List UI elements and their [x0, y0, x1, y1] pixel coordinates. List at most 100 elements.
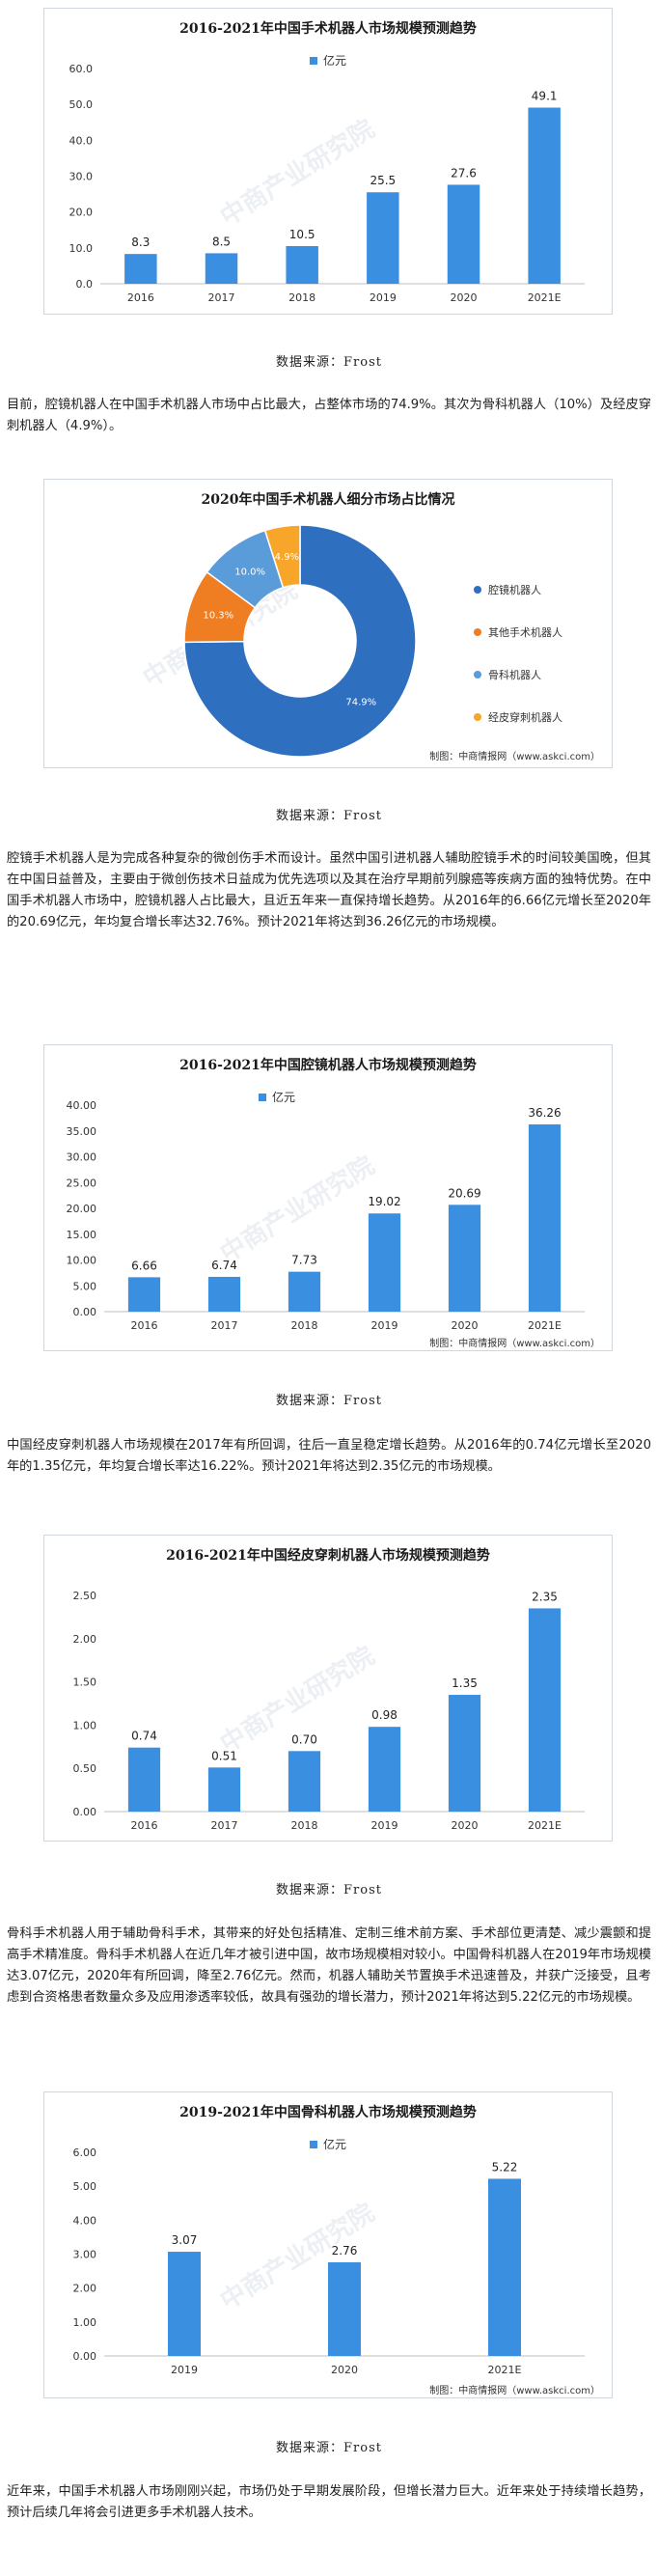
bar	[448, 1205, 481, 1312]
pie-slice	[183, 524, 417, 758]
y-tick-label: 4.00	[73, 2214, 97, 2227]
bar	[528, 1124, 562, 1312]
bar	[528, 1608, 562, 1812]
y-tick-label: 60.0	[69, 63, 94, 75]
x-tick-label: 2021E	[488, 2364, 522, 2376]
chart-credit: 制图：中商情报网（www.askci.com）	[429, 752, 600, 762]
legend-item: 其他手术机器人	[474, 611, 562, 653]
x-tick-label: 2020	[452, 1819, 479, 1832]
y-tick-label: 10.0	[69, 242, 94, 255]
bar-value-label: 1.35	[452, 1676, 478, 1690]
legend-item: 腔镜机器人	[474, 568, 562, 611]
bar-value-label: 0.70	[291, 1732, 317, 1746]
chart-figure-percutaneous: 2016-2021年中国经皮穿刺机器人市场规模预测趋势 中商产业研究院 0.00…	[43, 1535, 613, 1842]
legend-label: 腔镜机器人	[488, 584, 541, 596]
bar	[288, 1271, 321, 1312]
y-tick-label: 35.00	[67, 1125, 97, 1138]
legend-label: 其他手术机器人	[488, 626, 562, 639]
y-tick-label: 1.00	[73, 1719, 97, 1731]
legend-item: 经皮穿刺机器人	[474, 696, 562, 738]
bar-chart: 0.00 0.50 1.00 1.50 2.00 2.50 0.74 2016 0.51 2017…	[73, 1590, 585, 1832]
x-tick-label: 2018	[291, 1819, 318, 1832]
bar	[168, 2252, 201, 2356]
chart-title: 2019-2021年中国骨科机器人市场规模预测趋势	[179, 2105, 477, 2120]
y-tick-label: 40.0	[69, 134, 94, 147]
bar	[488, 2178, 521, 2356]
bar	[528, 107, 561, 285]
y-tick-label: 10.00	[67, 1255, 97, 1267]
bar-value-label: 2.76	[332, 2244, 358, 2257]
x-tick-label: 2016	[127, 291, 154, 304]
source-caption: 数据来源：Frost	[276, 1394, 382, 1408]
bar	[447, 184, 480, 284]
x-tick-label: 2021E	[528, 1819, 562, 1832]
bar-chart: 0.00 5.00 10.00 15.00 20.00 25.00 30.00 35.00 40…	[67, 1099, 585, 1332]
bar-chart: 0.0 10.0 20.0 30.0 40.0 50.0 60.0 8.3 2016 8.5 201…	[69, 63, 585, 304]
donut-chart: 74.9% 10.3% 10.0% 4.9%	[183, 524, 417, 758]
y-tick-label: 0.00	[73, 2350, 97, 2363]
x-tick-label: 2016	[131, 1819, 158, 1832]
chart-figure-total: 2016-2021年中国手术机器人市场规模预测趋势 亿元 中商产业研究院 0.0…	[43, 8, 613, 315]
bar-value-label: 0.51	[211, 1749, 237, 1762]
bar	[127, 1747, 161, 1812]
y-tick-label: 1.50	[73, 1676, 97, 1689]
chart-figure-share: 2020年中国手术机器人细分市场占比情况 中商产业研究院 74.9%10.3%1…	[43, 479, 613, 768]
bar-value-label: 25.5	[370, 174, 396, 187]
legend-swatch	[259, 1093, 266, 1101]
legend-item: 骨科机器人	[474, 653, 562, 696]
chart-legend: 亿元	[310, 52, 346, 69]
y-tick-label: 5.00	[73, 1280, 97, 1292]
bar	[207, 1767, 241, 1812]
legend-swatch	[310, 56, 317, 65]
x-tick-label: 2019	[371, 1819, 398, 1832]
slice-value-label: 74.9%	[345, 698, 376, 708]
bar-value-label: 27.6	[451, 166, 477, 180]
legend-label: 经皮穿刺机器人	[488, 711, 562, 724]
bar	[367, 192, 399, 284]
y-tick-label: 0.0	[76, 278, 94, 291]
chart-figure-laparoscopic: 2016-2021年中国腔镜机器人市场规模预测趋势 亿元 中商产业研究院 0.0…	[43, 1044, 613, 1351]
bar-value-label: 2.35	[532, 1590, 558, 1603]
bar-chart: 0.00 1.00 2.00 3.00 4.00 5.00 6.00 3.07 2019 2.76…	[73, 2147, 585, 2376]
source-caption: 数据来源：Frost	[276, 355, 382, 370]
x-tick-label: 2019	[371, 1319, 398, 1332]
bar	[368, 1213, 401, 1312]
legend-dot	[474, 671, 481, 679]
paragraph: 骨科手术机器人用于辅助骨科手术，其带来的好处包括精准、定制三维术前方案、手术部位…	[7, 1926, 651, 2005]
y-tick-label: 1.00	[73, 2316, 97, 2329]
bar	[328, 2261, 361, 2356]
y-tick-label: 6.00	[73, 2147, 97, 2159]
bar-value-label: 8.5	[212, 235, 231, 248]
legend-label: 亿元	[323, 2138, 347, 2151]
y-tick-label: 2.50	[73, 1590, 97, 1602]
y-tick-label: 3.00	[73, 2249, 97, 2261]
bar-value-label: 6.66	[131, 1259, 157, 1272]
bar	[124, 254, 157, 284]
bar	[207, 1276, 241, 1312]
y-tick-label: 30.0	[69, 171, 94, 183]
paragraph: 腔镜手术机器人是为完成各种复杂的微创伤手术而设计。虽然中国引进机器人辅助腔镜手术…	[7, 851, 651, 929]
chart-figure-orthopedic: 2019-2021年中国骨科机器人市场规模预测趋势 亿元 中商产业研究院 0.0…	[43, 2091, 613, 2398]
y-tick-label: 20.00	[67, 1203, 97, 1215]
chart-title: 2016-2021年中国腔镜机器人市场规模预测趋势	[179, 1058, 477, 1073]
source-caption: 数据来源：Frost	[276, 1883, 382, 1897]
chart-title: 2020年中国手术机器人细分市场占比情况	[201, 492, 455, 508]
legend-label: 骨科机器人	[488, 669, 541, 681]
chart-credit: 制图：中商情报网（www.askci.com）	[429, 2386, 600, 2396]
bar-value-label: 7.73	[291, 1254, 317, 1267]
source-caption: 数据来源：Frost	[276, 809, 382, 823]
bar-value-label: 6.74	[211, 1259, 237, 1272]
bar	[368, 1727, 401, 1812]
x-tick-label: 2021E	[528, 1319, 562, 1332]
y-tick-label: 2.00	[73, 1633, 97, 1646]
bar-value-label: 20.69	[448, 1186, 480, 1200]
bar-value-label: 8.3	[131, 235, 150, 249]
y-tick-label: 0.00	[73, 1306, 97, 1318]
legend-label: 亿元	[323, 54, 347, 68]
x-tick-label: 2020	[452, 1319, 479, 1332]
source-caption: 数据来源：Frost	[276, 2441, 382, 2455]
bar	[448, 1695, 481, 1812]
legend-dot	[474, 586, 481, 594]
y-tick-label: 20.0	[69, 207, 94, 219]
paragraph: 近年来，中国手术机器人市场刚刚兴起，市场仍处于早期发展阶段，但增长潜力巨大。近年…	[7, 2484, 651, 2520]
